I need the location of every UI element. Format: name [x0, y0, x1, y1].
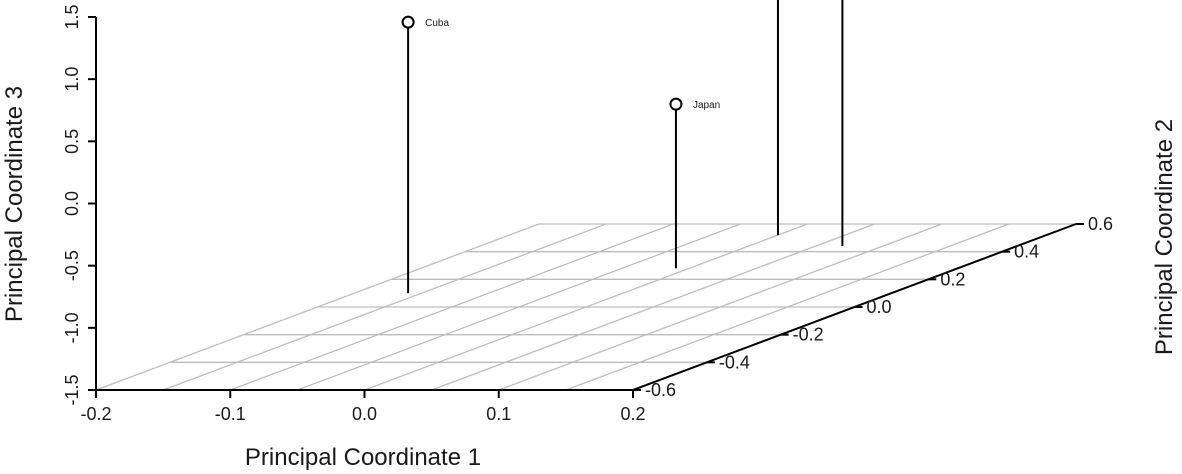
- x-tick-label: -0.2: [80, 404, 111, 424]
- y-axis-title: Principal Coordinate 2: [1151, 119, 1178, 355]
- z-tick-label: 0.5: [62, 129, 82, 154]
- x-axis-title: Principal Coordinate 1: [245, 444, 481, 471]
- floor-grid: [95, 223, 1077, 391]
- x-tick-label: 0.2: [620, 404, 645, 424]
- z-axis-title: Principal Coordinate 3: [1, 86, 28, 322]
- point-label: Japan: [693, 100, 720, 111]
- data-point-panama: Panama: [776, 0, 779, 236]
- x-tick-label: -0.1: [215, 404, 246, 424]
- x-tick-label: 0.0: [352, 404, 377, 424]
- y-tick-label: 0.2: [940, 269, 965, 289]
- point-marker: [401, 15, 415, 29]
- y-tick-label: -0.2: [793, 325, 824, 345]
- data-point-cuba: Cuba: [401, 15, 449, 294]
- y-tick-label: -0.6: [645, 380, 676, 400]
- y-tick-label: 0.6: [1088, 214, 1113, 234]
- axes: -0.2 -0.1 0.0 0.1 0.2 -1.5 -1.0 -0.5 0.0 0.5 1.0 1.…: [62, 4, 1113, 424]
- z-tick-label: -1.5: [62, 374, 82, 405]
- z-tick-label: -1.0: [62, 312, 82, 343]
- y-tick-label: 0.4: [1014, 242, 1039, 262]
- z-tick-label: 0.0: [62, 191, 82, 216]
- data-points: Cuba Japan Panama China: [401, 0, 844, 294]
- data-point-china: China: [841, 0, 844, 247]
- point-marker: [669, 97, 683, 111]
- z-tick-label: -0.5: [62, 250, 82, 281]
- z-tick-label: 1.0: [62, 67, 82, 92]
- x-tick-label: 0.1: [486, 404, 511, 424]
- y-tick-label: -0.4: [719, 352, 750, 372]
- z-tick-label: 1.5: [62, 4, 82, 29]
- y-tick-label: 0.0: [867, 297, 892, 317]
- data-point-japan: Japan: [669, 97, 720, 269]
- point-label: Cuba: [425, 18, 449, 29]
